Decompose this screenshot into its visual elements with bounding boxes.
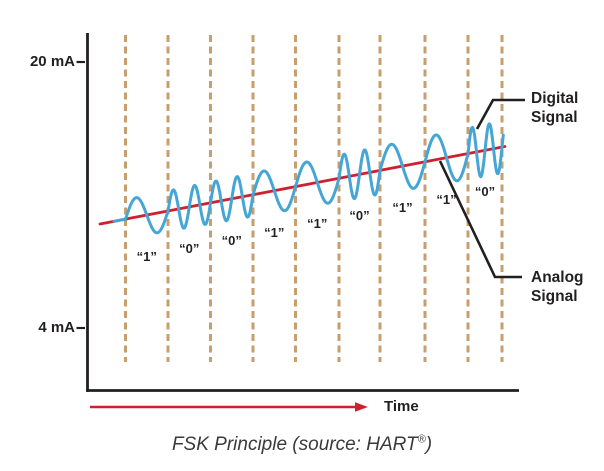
caption-close-paren: ) xyxy=(425,434,433,455)
time-arrow-head xyxy=(355,402,368,412)
digital-signal-label: Digital Signal xyxy=(531,90,579,126)
bit-value-label: “1” xyxy=(436,191,457,207)
bit-value-label: “1” xyxy=(136,249,157,265)
bit-value-label: “0” xyxy=(221,232,242,248)
y-axis-label-20ma: 20 mA xyxy=(29,53,75,70)
digital-signal-pointer xyxy=(475,98,525,130)
analog-signal-line xyxy=(98,145,507,226)
bit-value-label: “0” xyxy=(349,208,370,224)
registered-trademark-symbol: ® xyxy=(417,433,426,446)
bit-value-label: “1” xyxy=(392,200,413,216)
bit-value-label: “1” xyxy=(264,224,285,240)
analog-signal-pointer xyxy=(438,160,522,279)
time-axis-label: Time xyxy=(384,398,419,415)
bit-value-label: “0” xyxy=(474,184,496,200)
bit-value-label: “1” xyxy=(307,216,328,232)
caption-text: FSK Principle (source: HART xyxy=(171,434,418,455)
figure-caption: FSK Principle (source: HART®) xyxy=(0,434,604,456)
fsk-wave xyxy=(112,122,505,235)
bit-value-label: “0” xyxy=(179,240,200,256)
y-axis-label-4ma: 4 mA xyxy=(38,319,75,336)
analog-signal-label: Analog Signal xyxy=(531,269,584,305)
